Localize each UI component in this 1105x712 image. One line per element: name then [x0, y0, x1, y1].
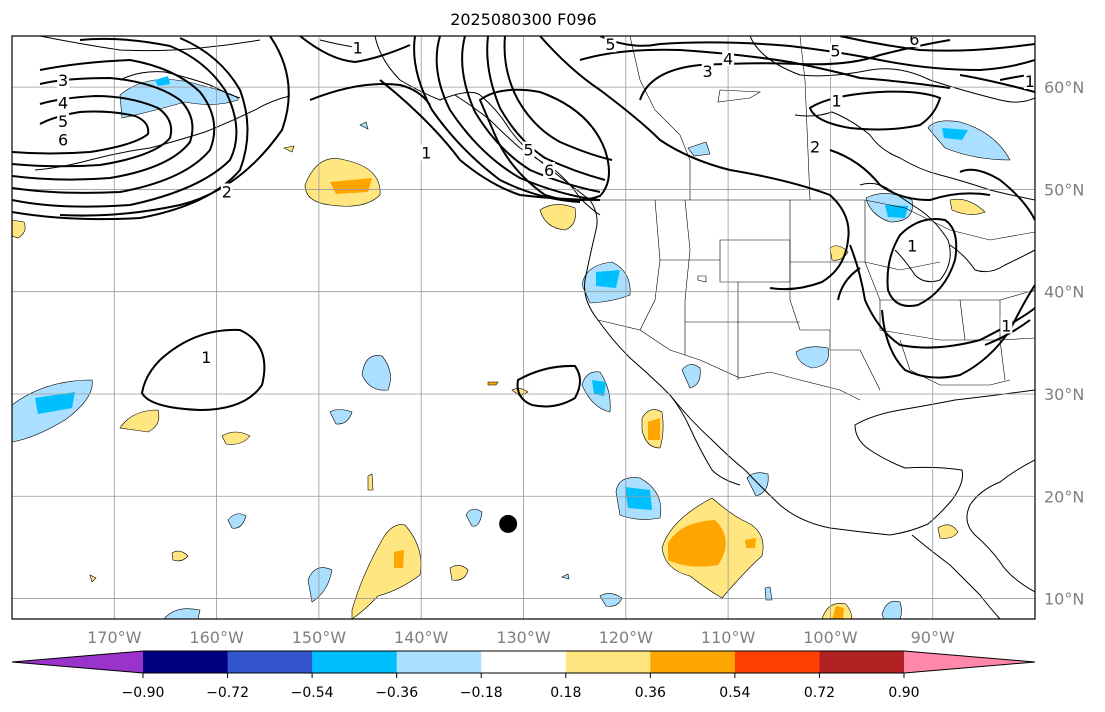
contour-label: 1 [1025, 72, 1035, 91]
colorbar-extend-high [904, 651, 1035, 673]
latitude-label: 50°N [1044, 180, 1084, 199]
contour-label: 4 [723, 50, 733, 69]
longitude-label: 110°W [701, 628, 756, 647]
contour-label-bg [809, 138, 822, 155]
colorbar-segment [565, 651, 651, 673]
contour-label: 5 [605, 35, 615, 54]
colorbar-segment [227, 651, 313, 673]
colorbar-segment [143, 651, 229, 673]
latitude-label: 40°N [1044, 283, 1084, 302]
contour-label: 1 [421, 144, 431, 163]
contour-label: 2 [810, 137, 820, 156]
contour-label: 5 [58, 112, 68, 131]
contour-label-bg [351, 39, 364, 56]
contour-label: 1 [1001, 316, 1011, 335]
colorbar-tick-label: 0.18 [550, 685, 581, 701]
contour-label-bg [57, 72, 70, 89]
contour-label: 6 [58, 130, 68, 149]
longitude-labels: 170°W 160°W 150°W 140°W 130°W 120°W 110°W 100°W… [87, 628, 955, 647]
colorbar-tick-label: −0.36 [375, 685, 418, 701]
longitude-label: 160°W [189, 628, 244, 647]
colorbar-tick-labels: −0.90 −0.72 −0.54 −0.36 −0.18 0.18 0.36 0.54 0.7… [122, 673, 920, 701]
contour-label: 1 [831, 91, 841, 110]
contour-label-bg [829, 42, 842, 59]
longitude-label: 150°W [292, 628, 347, 647]
contour-label-bg [420, 144, 433, 161]
contour-label: 6 [544, 161, 554, 180]
contour-label-bg [57, 131, 70, 148]
contour-label-bg [908, 36, 921, 48]
longitude-label: 170°W [87, 628, 142, 647]
contour-label-bg [830, 92, 843, 109]
contour-label: 1 [907, 237, 917, 256]
contour-label: 3 [58, 71, 68, 90]
contour-label: 3 [703, 62, 713, 81]
colorbar-segment [481, 651, 567, 673]
colorbar-tick-label: 0.36 [635, 685, 666, 701]
latitude-label: 30°N [1044, 385, 1084, 404]
contour-label-bg [200, 349, 213, 366]
anomaly-contours [12, 36, 1035, 412]
longitude-label: 100°W [803, 628, 858, 647]
colorbar-tick-label: 0.90 [888, 685, 919, 701]
colorbar-segment [734, 651, 820, 673]
colorbar-tick-label: −0.72 [206, 685, 249, 701]
contour-label-bg [701, 62, 714, 79]
longitude-label: 90°W [911, 628, 955, 647]
longitude-label: 130°W [496, 628, 551, 647]
colorbar-tick-label: −0.90 [122, 685, 165, 701]
colorbar-extend-low [12, 651, 143, 673]
contour-label: 6 [909, 30, 919, 49]
colorbar-segment [819, 651, 905, 673]
contour-label: 5 [830, 41, 840, 60]
contour-label-bg [722, 50, 735, 67]
map-frame [11, 35, 1036, 620]
contour-label-bg [522, 141, 535, 158]
contour-label-bg [220, 183, 233, 200]
contour-label-bg [906, 237, 919, 254]
contour-label-bg [57, 112, 70, 129]
contour-label-bg [1023, 73, 1035, 90]
colorbar [11, 650, 1036, 674]
colorbar-tick-label: 0.72 [804, 685, 835, 701]
latitude-label: 60°N [1044, 78, 1084, 97]
contour-label: 5 [524, 141, 534, 160]
contour-label-bg [604, 36, 617, 53]
contour-label: 1 [353, 38, 363, 57]
contour-label: 2 [222, 182, 232, 201]
latitude-label: 10°N [1044, 590, 1084, 609]
longitude-label: 120°W [599, 628, 654, 647]
colorbar-segment [650, 651, 736, 673]
colorbar-tick-label: −0.18 [460, 685, 503, 701]
map-title: 2025080300 F096 [450, 10, 597, 29]
longitude-label: 140°W [394, 628, 449, 647]
contour-label: 1 [201, 348, 211, 367]
colorbar-tick-label: 0.54 [719, 685, 750, 701]
latitude-label: 20°N [1044, 487, 1084, 506]
colorbar-tick-label: −0.54 [291, 685, 334, 701]
contour-label: 4 [58, 94, 68, 113]
contour-label-bg [1000, 317, 1013, 334]
contour-label-bg [57, 94, 70, 111]
storm-center-marker [499, 514, 518, 533]
contour-label-bg [543, 162, 556, 179]
anomaly-shading [12, 76, 1011, 619]
colorbar-segment [396, 651, 482, 673]
latitude-labels: 10°N 20°N 30°N 40°N 50°N 60°N [1044, 78, 1084, 608]
colorbar-segment [312, 651, 398, 673]
